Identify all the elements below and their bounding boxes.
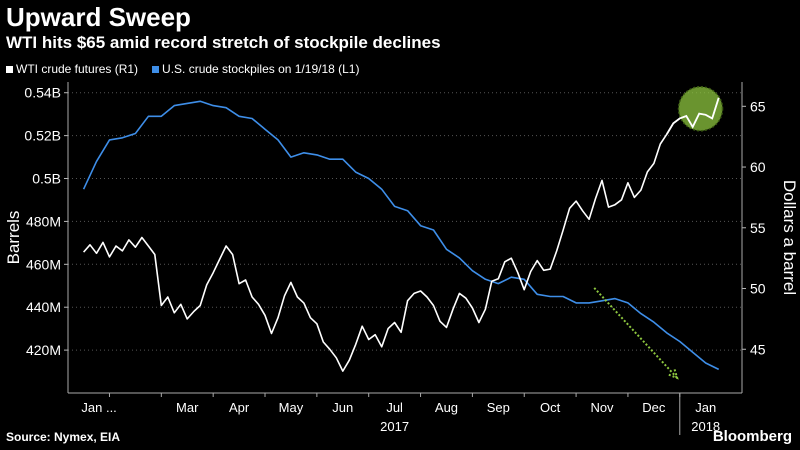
legend-swatch-stockpiles (152, 65, 160, 73)
x-tick-label: Dec (642, 400, 666, 415)
chart-title: Upward Sweep (6, 2, 191, 32)
left-axis-title: Barrels (4, 211, 23, 265)
right-tick-label: 45 (750, 341, 766, 357)
right-tick-label: 60 (750, 159, 766, 175)
stockpiles-line (82, 100, 720, 371)
x-tick-label: Sep (487, 400, 510, 415)
x-tick-label: Mar (176, 400, 199, 415)
wti-line-highlighted (666, 97, 720, 135)
x-tick-label: Jun (332, 400, 353, 415)
left-tick-label: 420M (26, 342, 61, 358)
trend-arrow-head (668, 369, 679, 380)
legend-label-wti: WTI crude futures (R1) (16, 62, 139, 76)
chart-subtitle: WTI hits $65 amid record stretch of stoc… (6, 33, 441, 52)
bloomberg-logo: Bloomberg (712, 428, 792, 445)
left-tick-label: 0.5B (32, 171, 61, 187)
left-tick-label: 460M (26, 256, 61, 272)
year-label: 2018 (691, 419, 720, 434)
left-tick-label: 0.54B (24, 85, 61, 101)
right-axis-title: Dollars a barrel (780, 180, 799, 295)
year-label: 2017 (380, 419, 409, 434)
x-tick-label: Apr (229, 400, 250, 415)
legend-swatch-wti (6, 65, 13, 73)
x-tick-label: Jan ... (81, 400, 116, 415)
x-tick-label: May (279, 400, 304, 415)
x-tick-label: Jan (695, 400, 716, 415)
left-tick-label: 0.52B (24, 128, 61, 144)
legend-label-stockpiles: U.S. crude stockpiles on 1/19/18 (L1) (162, 62, 360, 76)
x-tick-label: Jul (386, 400, 403, 415)
source-note: Source: Nymex, EIA (6, 430, 121, 444)
right-tick-label: 55 (750, 220, 766, 236)
right-tick-label: 50 (750, 281, 766, 297)
x-tick-label: Oct (540, 400, 561, 415)
left-tick-label: 480M (26, 213, 61, 229)
x-tick-label: Nov (590, 400, 614, 415)
wti-line (82, 97, 720, 372)
left-tick-label: 440M (26, 299, 61, 315)
legend-item-stockpiles: U.S. crude stockpiles on 1/19/18 (L1) (152, 62, 359, 76)
right-tick-label: 65 (750, 98, 766, 114)
legend-item-wti: WTI crude futures (R1) (6, 62, 138, 76)
x-tick-label: Aug (435, 400, 458, 415)
legend: WTI crude futures (R1) U.S. crude stockp… (6, 62, 359, 76)
trend-arrow (593, 287, 678, 379)
